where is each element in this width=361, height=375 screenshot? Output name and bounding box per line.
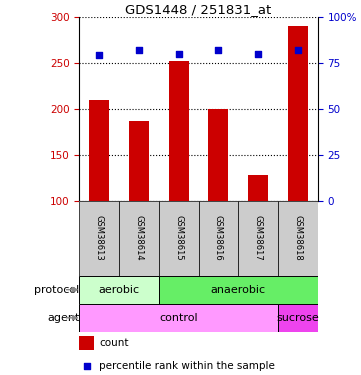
- Bar: [248, 175, 268, 201]
- Title: GDS1448 / 251831_at: GDS1448 / 251831_at: [125, 3, 272, 16]
- Text: agent: agent: [47, 313, 79, 323]
- Bar: [79, 336, 94, 350]
- Text: GSM38613: GSM38613: [95, 215, 104, 261]
- Point: [84, 363, 90, 369]
- Text: GSM38614: GSM38614: [135, 215, 143, 261]
- Text: sucrose: sucrose: [277, 313, 319, 323]
- Bar: [129, 121, 149, 201]
- Bar: [79, 304, 278, 332]
- Bar: [159, 201, 199, 276]
- Text: GSM38618: GSM38618: [293, 215, 302, 261]
- Bar: [159, 276, 318, 304]
- Bar: [209, 109, 228, 201]
- Bar: [288, 26, 308, 201]
- Text: GSM38615: GSM38615: [174, 215, 183, 261]
- Bar: [278, 304, 318, 332]
- Bar: [79, 201, 119, 276]
- Bar: [90, 100, 109, 201]
- Point: [295, 47, 301, 53]
- Bar: [169, 61, 188, 201]
- Bar: [79, 276, 159, 304]
- Bar: [199, 201, 238, 276]
- Point: [96, 53, 102, 58]
- Text: count: count: [99, 338, 129, 348]
- Text: protocol: protocol: [34, 285, 79, 295]
- Point: [136, 47, 142, 53]
- Text: GSM38617: GSM38617: [254, 215, 262, 261]
- Bar: [119, 201, 159, 276]
- Text: percentile rank within the sample: percentile rank within the sample: [99, 360, 275, 370]
- Point: [176, 51, 182, 57]
- Text: aerobic: aerobic: [99, 285, 140, 295]
- Bar: [238, 201, 278, 276]
- Point: [216, 47, 221, 53]
- Text: control: control: [160, 313, 198, 323]
- Bar: [278, 201, 318, 276]
- Text: anaerobic: anaerobic: [211, 285, 266, 295]
- Point: [255, 51, 261, 57]
- Text: GSM38616: GSM38616: [214, 215, 223, 261]
